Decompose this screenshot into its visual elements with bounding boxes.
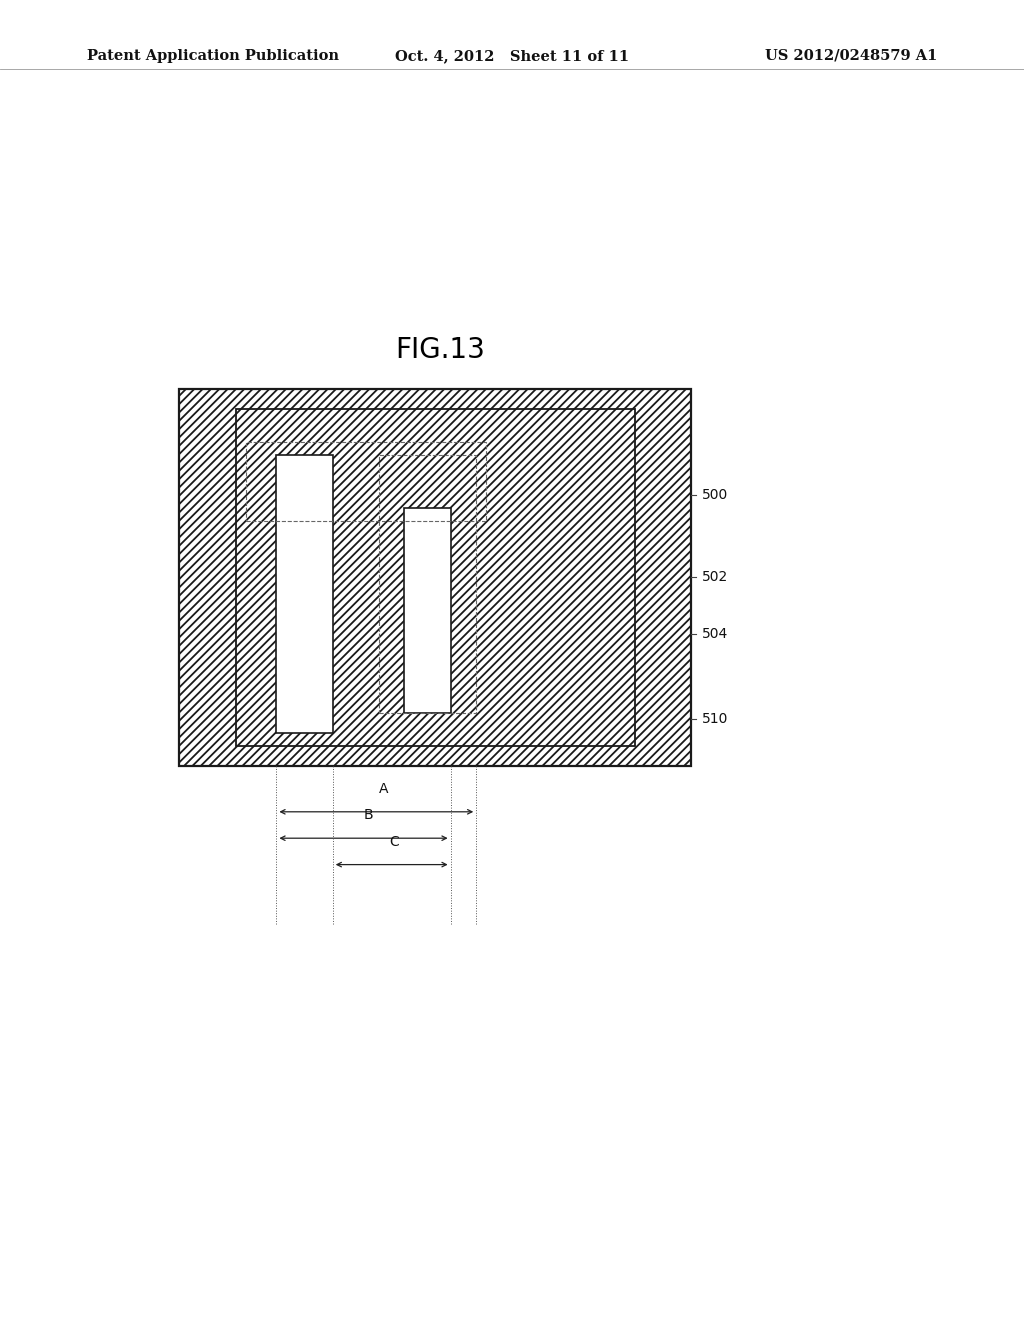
Text: Oct. 4, 2012   Sheet 11 of 11: Oct. 4, 2012 Sheet 11 of 11 [395,49,629,63]
Text: Patent Application Publication: Patent Application Publication [87,49,339,63]
Text: 510: 510 [701,713,728,726]
Bar [179,389,691,766]
Bar [236,409,635,746]
Text: US 2012/0248579 A1: US 2012/0248579 A1 [765,49,937,63]
Text: B: B [364,808,374,822]
Bar [379,455,476,713]
Bar [276,455,333,733]
Text: 504: 504 [701,627,728,640]
Text: 500: 500 [701,488,728,502]
Text: 502: 502 [701,570,728,583]
Text: A: A [379,781,389,796]
Text: C: C [389,834,399,849]
Bar [404,508,451,713]
Text: FIG.13: FIG.13 [395,335,485,364]
Bar [246,442,486,521]
